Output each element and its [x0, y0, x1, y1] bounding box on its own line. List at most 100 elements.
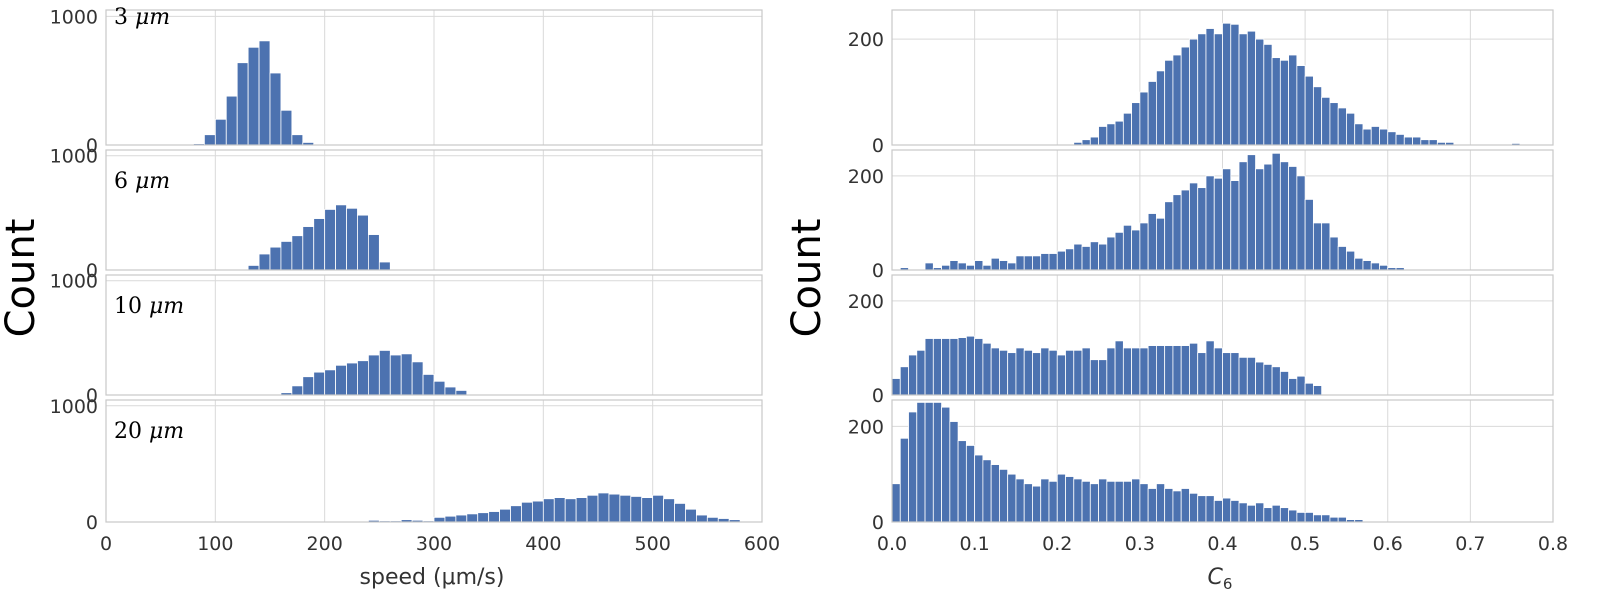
y-tick-label: 0 [872, 260, 884, 282]
right-xlabel-text: C [1208, 565, 1224, 590]
histogram-bar [1189, 38, 1199, 146]
histogram-bar [1329, 236, 1339, 271]
histogram-bar [1007, 262, 1017, 271]
histogram-bar [1362, 128, 1372, 146]
histogram-bar [411, 361, 424, 396]
histogram-bar [422, 374, 435, 396]
histogram-bar [302, 226, 315, 271]
histogram-bar [1065, 248, 1075, 271]
histogram-bar [1180, 345, 1190, 396]
histogram-bar [1065, 349, 1075, 396]
histogram-bar [1172, 54, 1182, 146]
histogram-bar [1230, 500, 1240, 523]
histogram-bar [1321, 96, 1331, 146]
histogram-bar [1312, 222, 1323, 271]
histogram-bar [924, 338, 934, 396]
histogram-bar [258, 253, 271, 271]
panel-right-4: 0 200 0.0 0.1 0.2 0.3 0.4 0.5 0.6 0.7 0.8 [848, 399, 1568, 555]
panel-label: 3 μm [114, 5, 170, 30]
histogram-bar [1205, 175, 1215, 271]
histogram-bar [444, 386, 457, 396]
histogram-bar [291, 385, 304, 396]
histogram-bar [891, 483, 901, 523]
histogram-bar [291, 134, 304, 146]
histogram-bar [433, 516, 446, 523]
histogram-bar [1337, 516, 1347, 523]
histogram-bar [1230, 352, 1240, 396]
axes-frame [891, 274, 1554, 396]
histogram-bar [1156, 70, 1166, 146]
histogram-bar [608, 493, 621, 523]
histogram-bar [1164, 488, 1174, 523]
histogram-bar [1288, 509, 1298, 523]
histogram-bar [941, 264, 951, 271]
histogram-bar [1122, 480, 1133, 523]
axes-frame [891, 9, 1554, 146]
histogram-bar [597, 492, 610, 523]
histogram-bar [258, 40, 271, 146]
histogram-bar [932, 338, 942, 396]
histogram-bar [974, 338, 984, 396]
panel-label-unit: μm [149, 294, 184, 319]
histogram-bar [1073, 478, 1083, 523]
histogram-bar [542, 498, 555, 523]
histogram-bar [1089, 136, 1099, 146]
histogram-bar [1246, 356, 1256, 396]
histogram-bar [1403, 136, 1413, 146]
histogram-bar [269, 72, 282, 146]
histogram-bar [1164, 201, 1174, 271]
histogram-bar [1098, 478, 1108, 523]
histogram-bar [1015, 255, 1025, 271]
histogram-bar [1147, 213, 1157, 271]
histogram-bar [1346, 112, 1356, 146]
histogram-bar [1147, 488, 1157, 523]
histogram-bar [1304, 199, 1314, 271]
histogram-bar [455, 514, 468, 523]
histogram-bar [586, 494, 599, 523]
histogram-bar [1098, 243, 1108, 271]
histogram-bar [367, 354, 380, 396]
histogram-bar [1164, 345, 1174, 396]
x-tick-label: 0.5 [1290, 533, 1320, 555]
histogram-bar [1271, 57, 1281, 146]
histogram-bar [1296, 65, 1306, 146]
histogram-bar [313, 371, 326, 396]
x-tick-label: 600 [744, 533, 780, 555]
panel-right-3: 0 200 [848, 274, 1554, 407]
histogram-bar [1279, 371, 1290, 396]
histogram-bar [346, 207, 358, 271]
x-tick-label: 500 [635, 533, 671, 555]
histogram-bar [1147, 345, 1157, 396]
histogram-bar [1023, 349, 1033, 396]
histogram-bar [455, 390, 468, 396]
histogram-bar [1296, 175, 1306, 271]
histogram-bar [1197, 495, 1207, 523]
histogram-bar [949, 338, 959, 396]
histogram-bar [1139, 483, 1149, 523]
histogram-bar [706, 516, 719, 523]
histogram-bar [619, 494, 632, 523]
axes-frame [105, 399, 763, 523]
histogram-bar [1296, 375, 1306, 396]
histogram-bar [1172, 345, 1182, 396]
histogram-bar [1089, 241, 1099, 271]
histogram-bar [1081, 246, 1091, 271]
histogram-bar [1238, 356, 1248, 396]
histogram-bar [1263, 507, 1273, 523]
histogram-bar [1114, 480, 1124, 523]
histogram-bar [1081, 480, 1091, 523]
histogram-bar [367, 234, 380, 271]
histogram-bar [1288, 378, 1298, 396]
histogram-bar [1412, 136, 1422, 146]
x-tick-label: 100 [197, 533, 233, 555]
histogram-bar [990, 347, 1000, 396]
histogram-bar [652, 494, 665, 523]
histogram-bar [1329, 102, 1339, 146]
axes-frame [105, 149, 763, 271]
y-tick-label: 0 [872, 135, 884, 157]
histogram-bar [466, 513, 479, 523]
histogram-bar [1147, 81, 1157, 146]
x-tick-label: 0.0 [877, 533, 907, 555]
histogram-bar [965, 264, 976, 271]
histogram-bar [965, 445, 976, 523]
